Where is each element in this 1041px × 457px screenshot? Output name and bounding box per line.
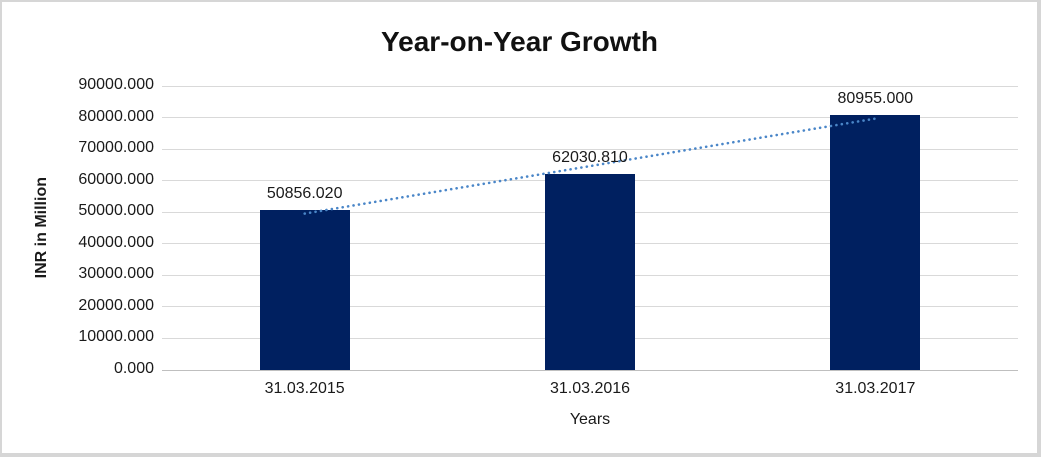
y-tick-label: 90000.000 — [78, 76, 154, 93]
gridline — [162, 85, 1018, 87]
x-axis-title: Years — [569, 411, 611, 428]
y-tick-label: 40000.000 — [78, 233, 154, 251]
y-tick-label: 70000.000 — [78, 139, 154, 157]
y-tick-label: 80000.000 — [78, 107, 154, 125]
bar-value-label: 62030.810 — [552, 149, 628, 167]
x-tick-label: 31.03.2015 — [264, 380, 345, 397]
plot-area: 50856.020 62030.810 80955.000 — [162, 85, 1018, 371]
trendline-layer — [303, 117, 877, 215]
gridline — [162, 369, 1018, 371]
bar — [259, 209, 350, 370]
y-tick-label: 50000.000 — [78, 202, 154, 220]
y-axis-title-wrap: INR in Million — [24, 86, 60, 370]
y-tick-label: 0.000 — [113, 360, 154, 377]
y-tick-label: 60000.000 — [78, 170, 154, 188]
chart-title: Year-on-Year Growth — [381, 26, 658, 57]
y-tick-label: 20000.000 — [78, 296, 154, 314]
gridline — [162, 148, 1018, 150]
bar-value-label: 50856.020 — [266, 184, 343, 202]
y-tick-label: 10000.000 — [78, 328, 154, 346]
bar — [545, 174, 635, 370]
x-tick-label: 31.03.2016 — [549, 380, 631, 397]
y-axis-tick-labels: 0.000 10000.000 20000.000 30000.000 40000.00… — [58, 76, 154, 377]
x-tick-label: 31.03.2017 — [835, 380, 916, 397]
y-axis-title: INR in Million — [33, 177, 50, 279]
gridline — [162, 117, 1018, 119]
bar — [830, 114, 921, 370]
x-axis-tick-labels: 31.03.2015 31.03.2016 31.03.2017 — [162, 380, 1018, 400]
y-tick-label: 30000.000 — [78, 265, 154, 283]
bar-value-label: 80955.000 — [837, 89, 914, 107]
